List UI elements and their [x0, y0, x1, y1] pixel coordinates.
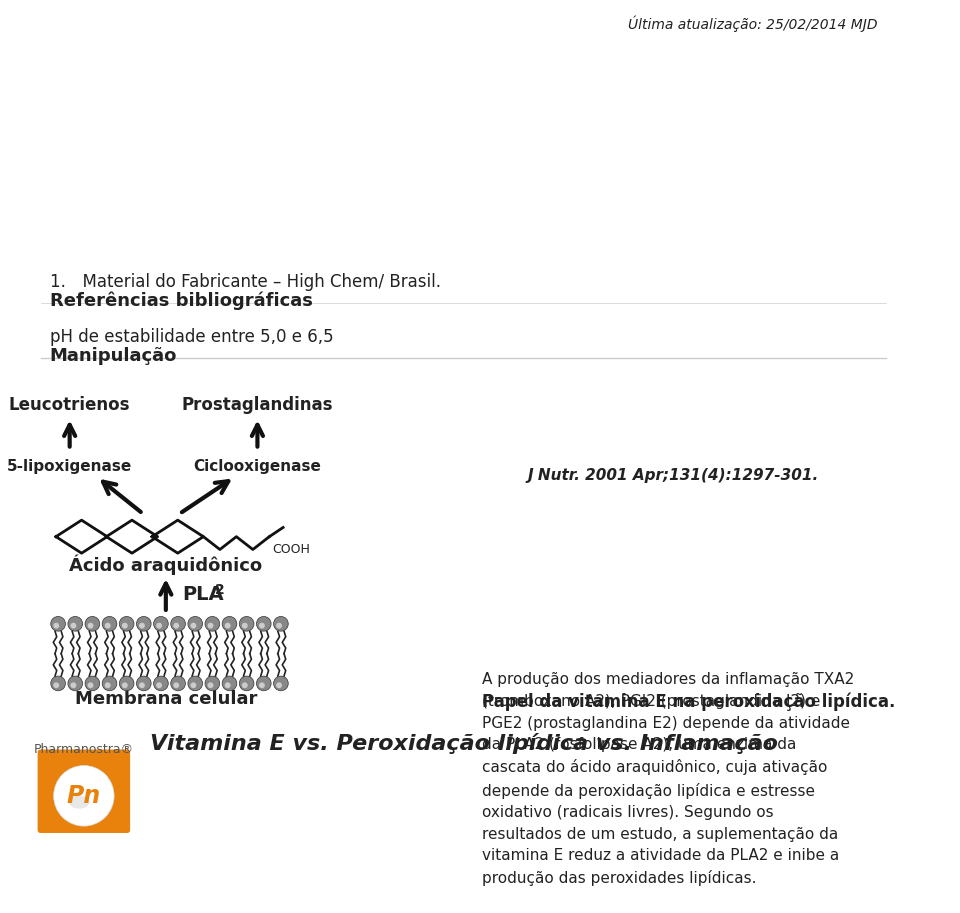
Text: Última atualização: 25/02/2014 MJD: Última atualização: 25/02/2014 MJD — [628, 16, 877, 32]
Circle shape — [156, 623, 162, 628]
Circle shape — [242, 623, 248, 628]
Text: 5-lipoxigenase: 5-lipoxigenase — [7, 458, 132, 474]
Circle shape — [68, 616, 83, 631]
Circle shape — [122, 682, 128, 688]
Circle shape — [122, 623, 128, 628]
Circle shape — [70, 623, 77, 628]
Circle shape — [222, 616, 237, 631]
Circle shape — [188, 677, 203, 691]
Circle shape — [87, 623, 93, 628]
Text: Referências bibliográficas: Referências bibliográficas — [50, 292, 312, 310]
Circle shape — [70, 682, 77, 688]
Circle shape — [68, 677, 83, 691]
Circle shape — [276, 682, 282, 688]
Text: Manipulação: Manipulação — [50, 347, 177, 365]
FancyBboxPatch shape — [37, 750, 131, 833]
Circle shape — [102, 677, 117, 691]
Text: Pn: Pn — [67, 783, 101, 808]
Circle shape — [274, 677, 288, 691]
Circle shape — [205, 677, 220, 691]
Circle shape — [239, 677, 254, 691]
Circle shape — [207, 623, 213, 628]
Text: 1. Material do Fabricante – High Chem/ Brasil.: 1. Material do Fabricante – High Chem/ B… — [50, 273, 441, 291]
Circle shape — [51, 616, 65, 631]
Circle shape — [54, 623, 60, 628]
Circle shape — [188, 616, 203, 631]
Text: pH de estabilidade entre 5,0 e 6,5: pH de estabilidade entre 5,0 e 6,5 — [50, 329, 333, 346]
Circle shape — [87, 682, 93, 688]
Text: Prostaglandinas: Prostaglandinas — [181, 396, 333, 415]
Circle shape — [190, 623, 196, 628]
Circle shape — [136, 616, 151, 631]
Circle shape — [207, 682, 213, 688]
Circle shape — [256, 677, 271, 691]
Circle shape — [274, 616, 288, 631]
Text: COOH: COOH — [272, 543, 310, 556]
Circle shape — [239, 616, 254, 631]
Circle shape — [276, 623, 282, 628]
Circle shape — [85, 616, 100, 631]
Text: A produção dos mediadores da inflamação TXA2
(tromboxano A2), PGI2 (prostaglandi: A produção dos mediadores da inflamação … — [482, 673, 854, 887]
Circle shape — [102, 616, 117, 631]
Circle shape — [85, 677, 100, 691]
Text: Pharmanostra®: Pharmanostra® — [34, 743, 134, 756]
Circle shape — [205, 616, 220, 631]
Circle shape — [174, 682, 180, 688]
Circle shape — [222, 677, 237, 691]
Circle shape — [171, 616, 185, 631]
Circle shape — [54, 682, 60, 688]
Circle shape — [171, 677, 185, 691]
Circle shape — [105, 623, 110, 628]
Circle shape — [242, 682, 248, 688]
Text: PLA: PLA — [182, 585, 224, 604]
Circle shape — [119, 616, 134, 631]
Circle shape — [105, 682, 110, 688]
Circle shape — [156, 682, 162, 688]
Circle shape — [136, 677, 151, 691]
Text: Membrana celular: Membrana celular — [75, 690, 257, 708]
Circle shape — [174, 623, 180, 628]
Circle shape — [139, 623, 145, 628]
Text: Ciclooxigenase: Ciclooxigenase — [194, 458, 322, 474]
Text: Papel da vitamina E na peroxidação lipídica.: Papel da vitamina E na peroxidação lipíd… — [482, 693, 895, 711]
Circle shape — [119, 677, 134, 691]
Circle shape — [54, 765, 114, 826]
Circle shape — [139, 682, 145, 688]
Circle shape — [259, 623, 265, 628]
Text: 2: 2 — [214, 582, 224, 597]
Circle shape — [225, 682, 230, 688]
Circle shape — [154, 677, 168, 691]
Circle shape — [256, 616, 271, 631]
Circle shape — [51, 677, 65, 691]
Circle shape — [190, 682, 196, 688]
Text: Leucotrienos: Leucotrienos — [9, 396, 131, 415]
Circle shape — [259, 682, 265, 688]
Circle shape — [225, 623, 230, 628]
Circle shape — [154, 616, 168, 631]
Text: Vitamina E vs. Peroxidação lipídica vs. Inflamação: Vitamina E vs. Peroxidação lipídica vs. … — [150, 732, 778, 753]
Ellipse shape — [69, 796, 89, 809]
Text: J Nutr. 2001 Apr;131(4):1297-301.: J Nutr. 2001 Apr;131(4):1297-301. — [528, 467, 819, 483]
Text: Ácido araquidônico: Ácido araquidônico — [69, 555, 262, 575]
